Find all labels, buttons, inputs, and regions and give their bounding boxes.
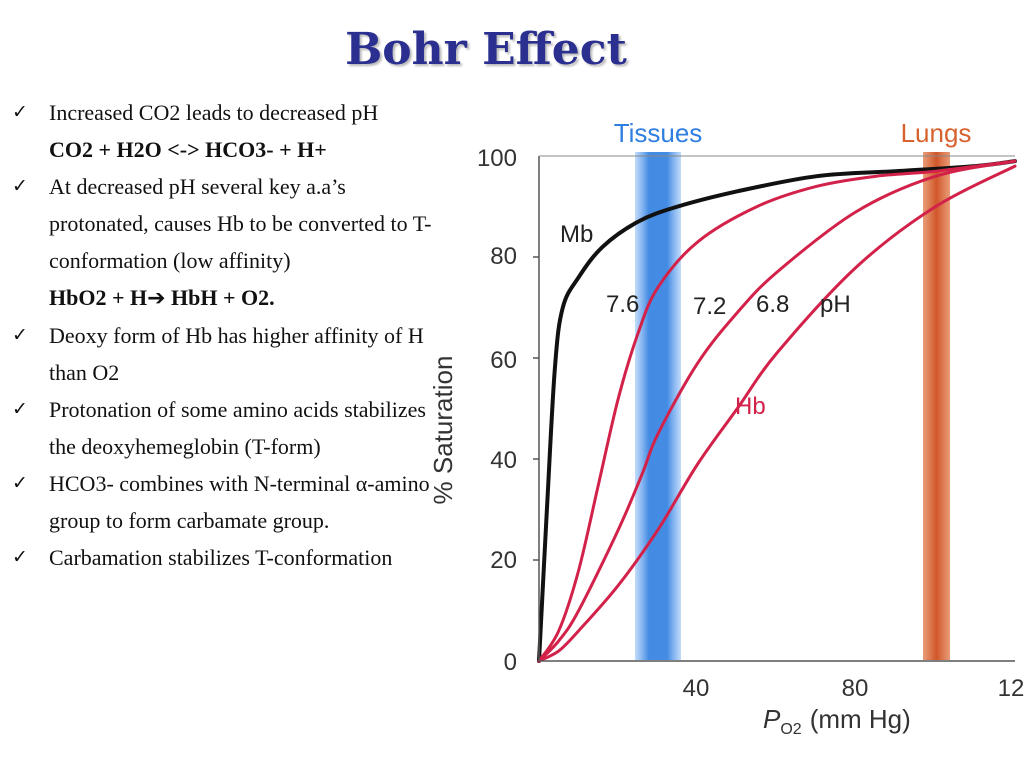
- bullet-deoxy: ✓ Deoxy form of Hb has higher affinity o…: [10, 317, 442, 391]
- formula-carbonic: CO2 + H2O <-> HCO3- + H+: [49, 137, 327, 162]
- hb-curve-ph-7.6: [537, 159, 1017, 663]
- lungs-band: [923, 152, 950, 660]
- y-tick-labels: 0 20 40 60 80 100: [477, 145, 517, 676]
- y-tick-label: 80: [490, 243, 517, 270]
- y-tick-label: 40: [490, 447, 517, 474]
- right-arrow-icon: ➔: [147, 286, 166, 311]
- formula-right: HbH + O2.: [165, 285, 275, 310]
- x-axis-label-sub: O2: [780, 721, 801, 738]
- y-tick-marks: [533, 256, 539, 561]
- mb-curve: [537, 159, 1017, 663]
- ph-value-label: 7.2: [693, 293, 726, 320]
- ph-value-label: 7.6: [606, 291, 639, 318]
- hb-curve-ph-7.2: [537, 159, 1017, 663]
- y-tick-label: 20: [490, 547, 517, 574]
- bullet-text: At decreased pH several key a.a’s proton…: [49, 174, 432, 273]
- x-tick-label: 40: [683, 675, 710, 702]
- bullet-carbamation: ✓ Carbamation stabilizes T-conformation: [10, 539, 442, 576]
- bullet-text: HCO3- combines with N-terminal α-amino g…: [49, 471, 430, 533]
- bullet-protonation: ✓ At decreased pH several key a.a’s prot…: [10, 168, 442, 279]
- bullet-text: Increased CO2 leads to decreased pH: [49, 100, 379, 125]
- check-mark-icon: ✓: [12, 398, 28, 420]
- bullet-hco3: ✓ HCO3- combines with N-terminal α-amino…: [10, 465, 442, 539]
- bullet-text: Deoxy form of Hb has higher affinity of …: [49, 323, 424, 385]
- y-tick-label: 100: [477, 145, 517, 172]
- ph-label: pH: [820, 291, 851, 318]
- hb-label: Hb: [735, 393, 766, 420]
- formula-hbo2: HbO2 + H➔ HbH + O2.: [10, 279, 442, 317]
- x-tick-labels: 40 80 12: [683, 675, 1024, 702]
- slide-title: Bohr Effect: [345, 24, 627, 75]
- ph-value-label: 6.8: [756, 291, 789, 318]
- bullet-amino-acids: ✓ Protonation of some amino acids stabil…: [10, 391, 442, 465]
- plot-frame: [538, 156, 1015, 662]
- x-axis-label-main: P: [763, 704, 781, 734]
- y-axis-label: % Saturation: [428, 356, 458, 505]
- bullet-text: Carbamation stabilizes T-conformation: [49, 545, 393, 570]
- mb-label: Mb: [560, 221, 593, 248]
- bullet-co2-ph: ✓ Increased CO2 leads to decreased pH: [10, 94, 442, 131]
- check-mark-icon: ✓: [12, 324, 28, 346]
- x-tick-label: 12: [998, 675, 1024, 702]
- plot-lines: [537, 159, 1017, 663]
- formula-left: HbO2 + H: [49, 285, 148, 310]
- x-axis-label: PO2 (mm Hg): [763, 704, 911, 738]
- hb-curve-ph-6.8: [537, 164, 1017, 663]
- bullet-list: ✓ Increased CO2 leads to decreased pH CO…: [10, 94, 442, 576]
- check-mark-icon: ✓: [12, 101, 28, 123]
- check-mark-icon: ✓: [12, 175, 28, 197]
- x-tick-label: 80: [842, 675, 869, 702]
- lungs-label: Lungs: [901, 118, 972, 148]
- check-mark-icon: ✓: [12, 546, 28, 568]
- x-axis-label-unit: (mm Hg): [810, 704, 911, 734]
- saturation-chart: Tissues Lungs 0 20 40 60 80 100 40 80 12…: [428, 118, 1024, 738]
- tissues-label: Tissues: [614, 118, 703, 148]
- check-mark-icon: ✓: [12, 472, 28, 494]
- y-tick-label: 0: [504, 649, 517, 676]
- bullet-text: Protonation of some amino acids stabiliz…: [49, 397, 426, 459]
- y-tick-label: 60: [490, 347, 517, 374]
